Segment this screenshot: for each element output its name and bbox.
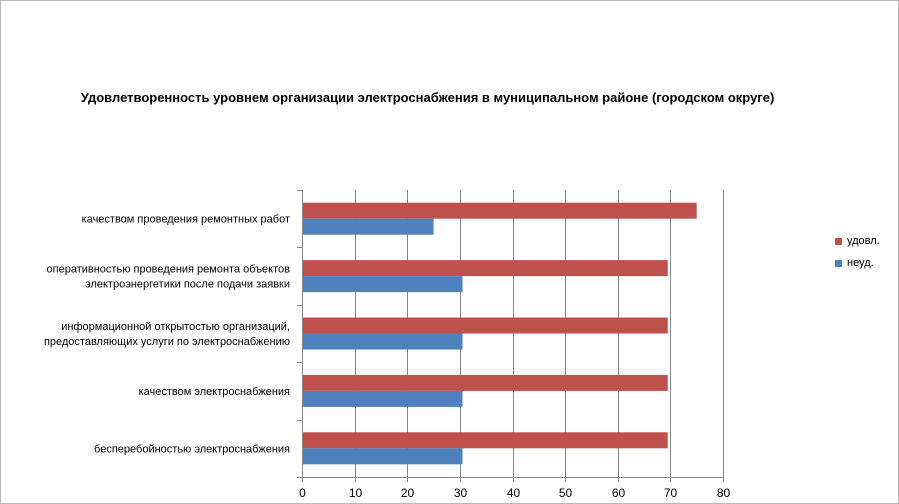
bar-udovl-3 bbox=[302, 374, 668, 391]
category-label-2-0: информационной открытостью организаций, bbox=[61, 321, 290, 333]
legend-label-udovl: удовл. bbox=[847, 235, 880, 247]
x-tick-label-70: 70 bbox=[664, 486, 678, 500]
bar-udovl-1 bbox=[302, 260, 668, 277]
bar-neud-4 bbox=[302, 448, 463, 465]
x-tick-label-0: 0 bbox=[299, 486, 306, 500]
category-label-1-0: оперативностью проведения ремонта объект… bbox=[47, 264, 291, 276]
bar-neud-1 bbox=[302, 276, 463, 293]
legend-swatch-udovl bbox=[835, 237, 842, 245]
x-tick-label-50: 50 bbox=[559, 486, 573, 500]
category-label-2-1: предоставляющих услуги по электроснабжен… bbox=[44, 336, 290, 348]
category-label-3-0: качеством электроснабжения bbox=[139, 386, 290, 398]
x-tick-label-10: 10 bbox=[349, 486, 363, 500]
x-tick-label-40: 40 bbox=[507, 486, 521, 500]
chart-title: Удовлетворенность уровнем организации эл… bbox=[80, 90, 775, 105]
category-label-0-0: качеством проведения ремонтных работ bbox=[82, 214, 290, 226]
legend-item-udovl: удовл. bbox=[835, 230, 880, 252]
x-tick-label-20: 20 bbox=[401, 486, 415, 500]
bar-udovl-0 bbox=[302, 202, 697, 219]
legend-item-neud: неуд. bbox=[835, 252, 880, 274]
category-label-4-0: бесперебойностью электроснабжения bbox=[94, 443, 290, 455]
legend-swatch-neud bbox=[835, 259, 842, 267]
x-tick-label-80: 80 bbox=[717, 486, 731, 500]
bar-udovl-4 bbox=[302, 432, 668, 449]
x-tick-label-60: 60 bbox=[612, 486, 626, 500]
bar-neud-3 bbox=[302, 390, 463, 407]
x-tick-label-30: 30 bbox=[454, 486, 468, 500]
legend-label-neud: неуд. bbox=[847, 257, 874, 269]
bar-neud-0 bbox=[302, 218, 434, 235]
legend: удовл. неуд. bbox=[835, 230, 880, 274]
bar-udovl-2 bbox=[302, 317, 668, 334]
bar-neud-2 bbox=[302, 333, 463, 350]
category-label-1-1: электроэнергетики после подачи заявки bbox=[85, 279, 290, 291]
